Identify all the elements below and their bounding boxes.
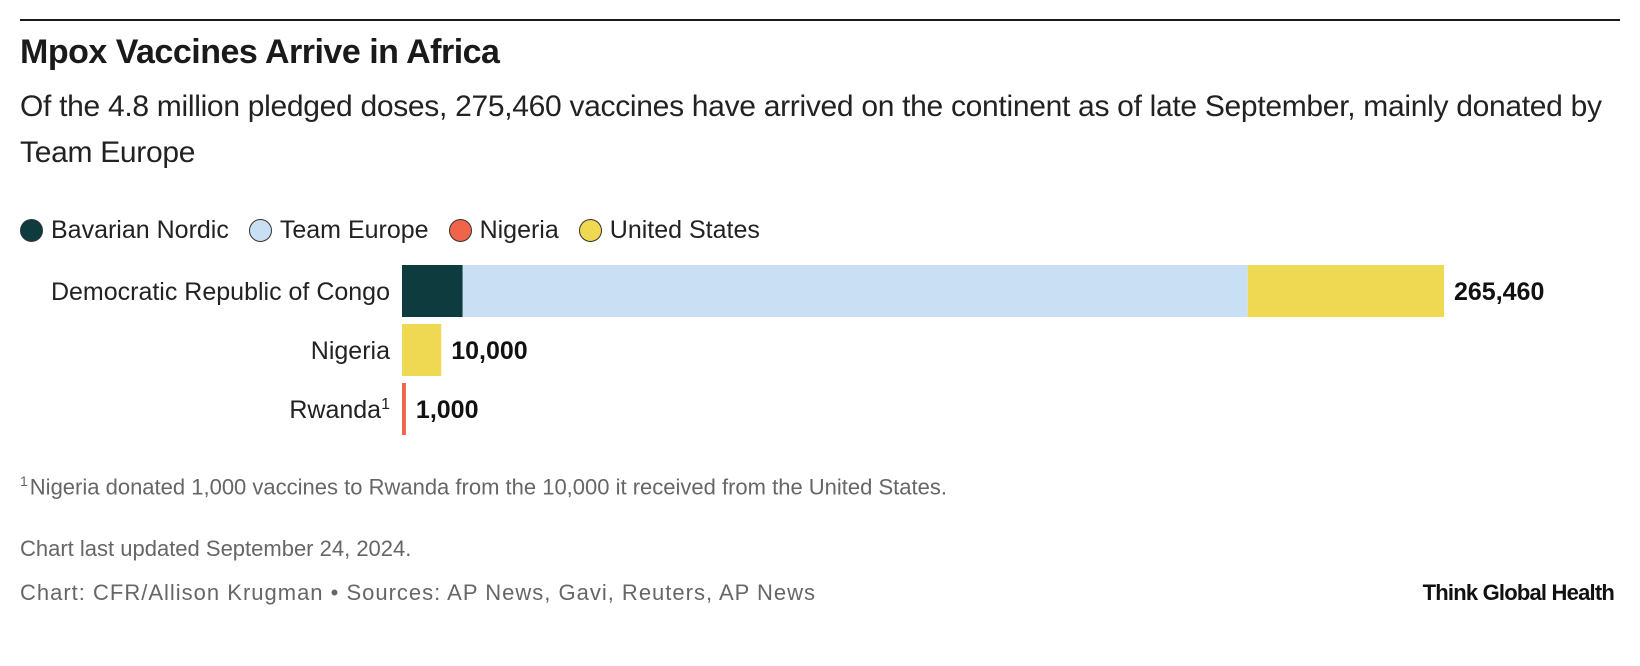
- legend-label: Team Europe: [279, 216, 429, 244]
- stacked-bar-chart: Democratic Republic of Congo 265,460 Niger…: [51, 265, 1544, 435]
- legend-swatch-icon: [248, 219, 272, 242]
- chart-subtitle: Of the 4.8 million pledged doses, 275,46…: [20, 90, 1602, 169]
- legend-swatch-icon: [20, 219, 43, 242]
- legend-item-bavarian-nordic: Bavarian Nordic: [20, 216, 229, 245]
- last-updated-note: Chart last updated September 24, 2024.: [20, 536, 412, 561]
- footnote-mark: 1: [20, 473, 28, 489]
- total-label: 265,460: [1454, 278, 1544, 306]
- legend-item-united-states: United States: [578, 216, 760, 245]
- total-label: 10,000: [451, 337, 527, 365]
- legend-label: Nigeria: [479, 216, 559, 244]
- legend-swatch-icon: [448, 219, 472, 242]
- bar-segment-team-europe: [462, 265, 1248, 317]
- category-label-rwanda: Rwanda1: [289, 396, 390, 424]
- bar-segment-united-states: [402, 324, 442, 376]
- footnote: 1Nigeria donated 1,000 vaccines to Rwand…: [20, 473, 947, 500]
- legend-swatch-icon: [578, 219, 602, 242]
- legend-item-team-europe: Team Europe: [248, 216, 429, 245]
- top-rule: [20, 19, 1620, 21]
- footnote-text: Nigeria donated 1,000 vaccines to Rwanda…: [29, 474, 947, 500]
- legend-item-nigeria: Nigeria: [448, 216, 559, 245]
- legend-label: Bavarian Nordic: [51, 216, 229, 244]
- footnote-mark: 1: [381, 396, 390, 413]
- bar-segment-nigeria: [402, 383, 406, 435]
- brand-logo: Think Global Health: [1422, 580, 1615, 605]
- bar-segment-bavarian-nordic: [402, 265, 463, 317]
- bar-segment-united-states: [1247, 265, 1444, 317]
- category-label-democratic-republic-of-congo: Democratic Republic of Congo: [51, 278, 390, 306]
- source-credits: Chart: CFR/Allison Krugman • Sources: AP…: [20, 580, 817, 605]
- category-label-nigeria: Nigeria: [311, 337, 390, 365]
- legend-label: United States: [609, 216, 760, 244]
- chart-title: Mpox Vaccines Arrive in Africa: [20, 33, 500, 71]
- legend: Bavarian Nordic Team Europe Nigeria Unit…: [20, 216, 780, 245]
- total-label: 1,000: [416, 396, 479, 424]
